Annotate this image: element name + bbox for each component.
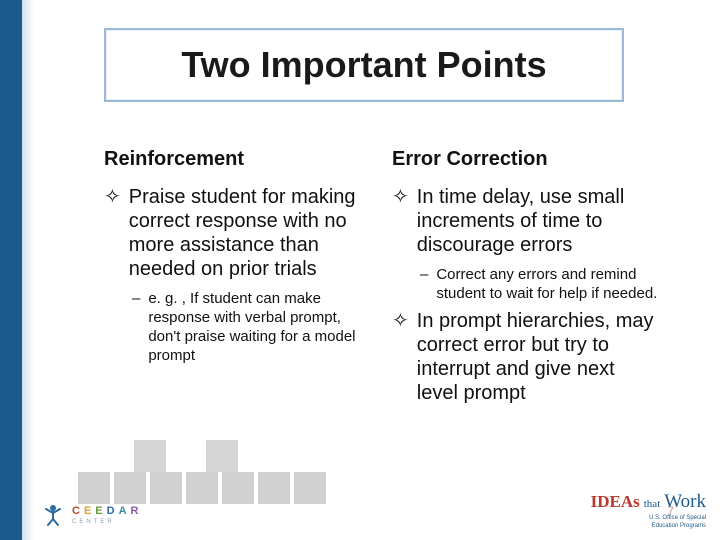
diamond-bullet-icon: ✧: [104, 185, 121, 209]
bullet-text: Praise student for making correct respon…: [129, 185, 372, 281]
column-reinforcement: Reinforcement ✧ Praise student for makin…: [104, 148, 372, 413]
heading-reinforcement: Reinforcement: [104, 148, 372, 171]
bullet-text: In time delay, use small increments of t…: [417, 185, 660, 257]
bullet-sub: – e. g. , If student can make response w…: [132, 289, 372, 365]
ceedar-word: CEEDAR: [72, 506, 143, 517]
bullet-sub: – Correct any errors and remind student …: [420, 265, 660, 303]
work-text: Work: [664, 491, 706, 513]
column-error-correction: Error Correction ✧ In time delay, use sm…: [392, 148, 660, 413]
left-fade: [22, 0, 34, 540]
square-icon: [78, 472, 110, 504]
square-icon: [294, 472, 326, 504]
diamond-bullet-icon: ✧: [392, 309, 409, 333]
square-icon: [222, 472, 254, 504]
ideas-text: IDEAs: [591, 492, 640, 512]
osers-line2: Education Programs: [591, 523, 706, 530]
ceedar-figure-icon: [40, 504, 66, 526]
bullet-text: Correct any errors and remind student to…: [436, 265, 660, 303]
ceedar-logo: CEEDAR CENTER: [40, 504, 143, 526]
square-icon: [150, 472, 182, 504]
ideas-work-row: IDEAs that Work: [591, 491, 706, 513]
left-accent-bar: [0, 0, 22, 540]
ideas-that-work-logo: IDEAs that Work U.S. Office of Special E…: [591, 491, 706, 530]
dash-bullet-icon: –: [420, 265, 428, 284]
decorative-squares: [78, 472, 326, 504]
ceedar-text: CEEDAR CENTER: [72, 506, 143, 525]
dash-bullet-icon: –: [132, 289, 140, 308]
heading-error-correction: Error Correction: [392, 148, 660, 171]
content-columns: Reinforcement ✧ Praise student for makin…: [104, 148, 664, 413]
ceedar-center: CENTER: [72, 519, 143, 525]
bullet-text: In prompt hierarchies, may correct error…: [417, 309, 660, 405]
diamond-bullet-icon: ✧: [392, 185, 409, 209]
bullet-main: ✧ In time delay, use small increments of…: [392, 185, 660, 257]
bullet-main: ✧ In prompt hierarchies, may correct err…: [392, 309, 660, 405]
bullet-text: e. g. , If student can make response wit…: [148, 289, 372, 365]
square-icon: [258, 472, 290, 504]
slide-title: Two Important Points: [118, 44, 610, 86]
square-icon: [114, 472, 146, 504]
that-text: that: [644, 498, 661, 510]
osers-line1: U.S. Office of Special: [591, 515, 706, 522]
title-box: Two Important Points: [104, 28, 624, 102]
bullet-main: ✧ Praise student for making correct resp…: [104, 185, 372, 281]
square-icon: [186, 472, 218, 504]
